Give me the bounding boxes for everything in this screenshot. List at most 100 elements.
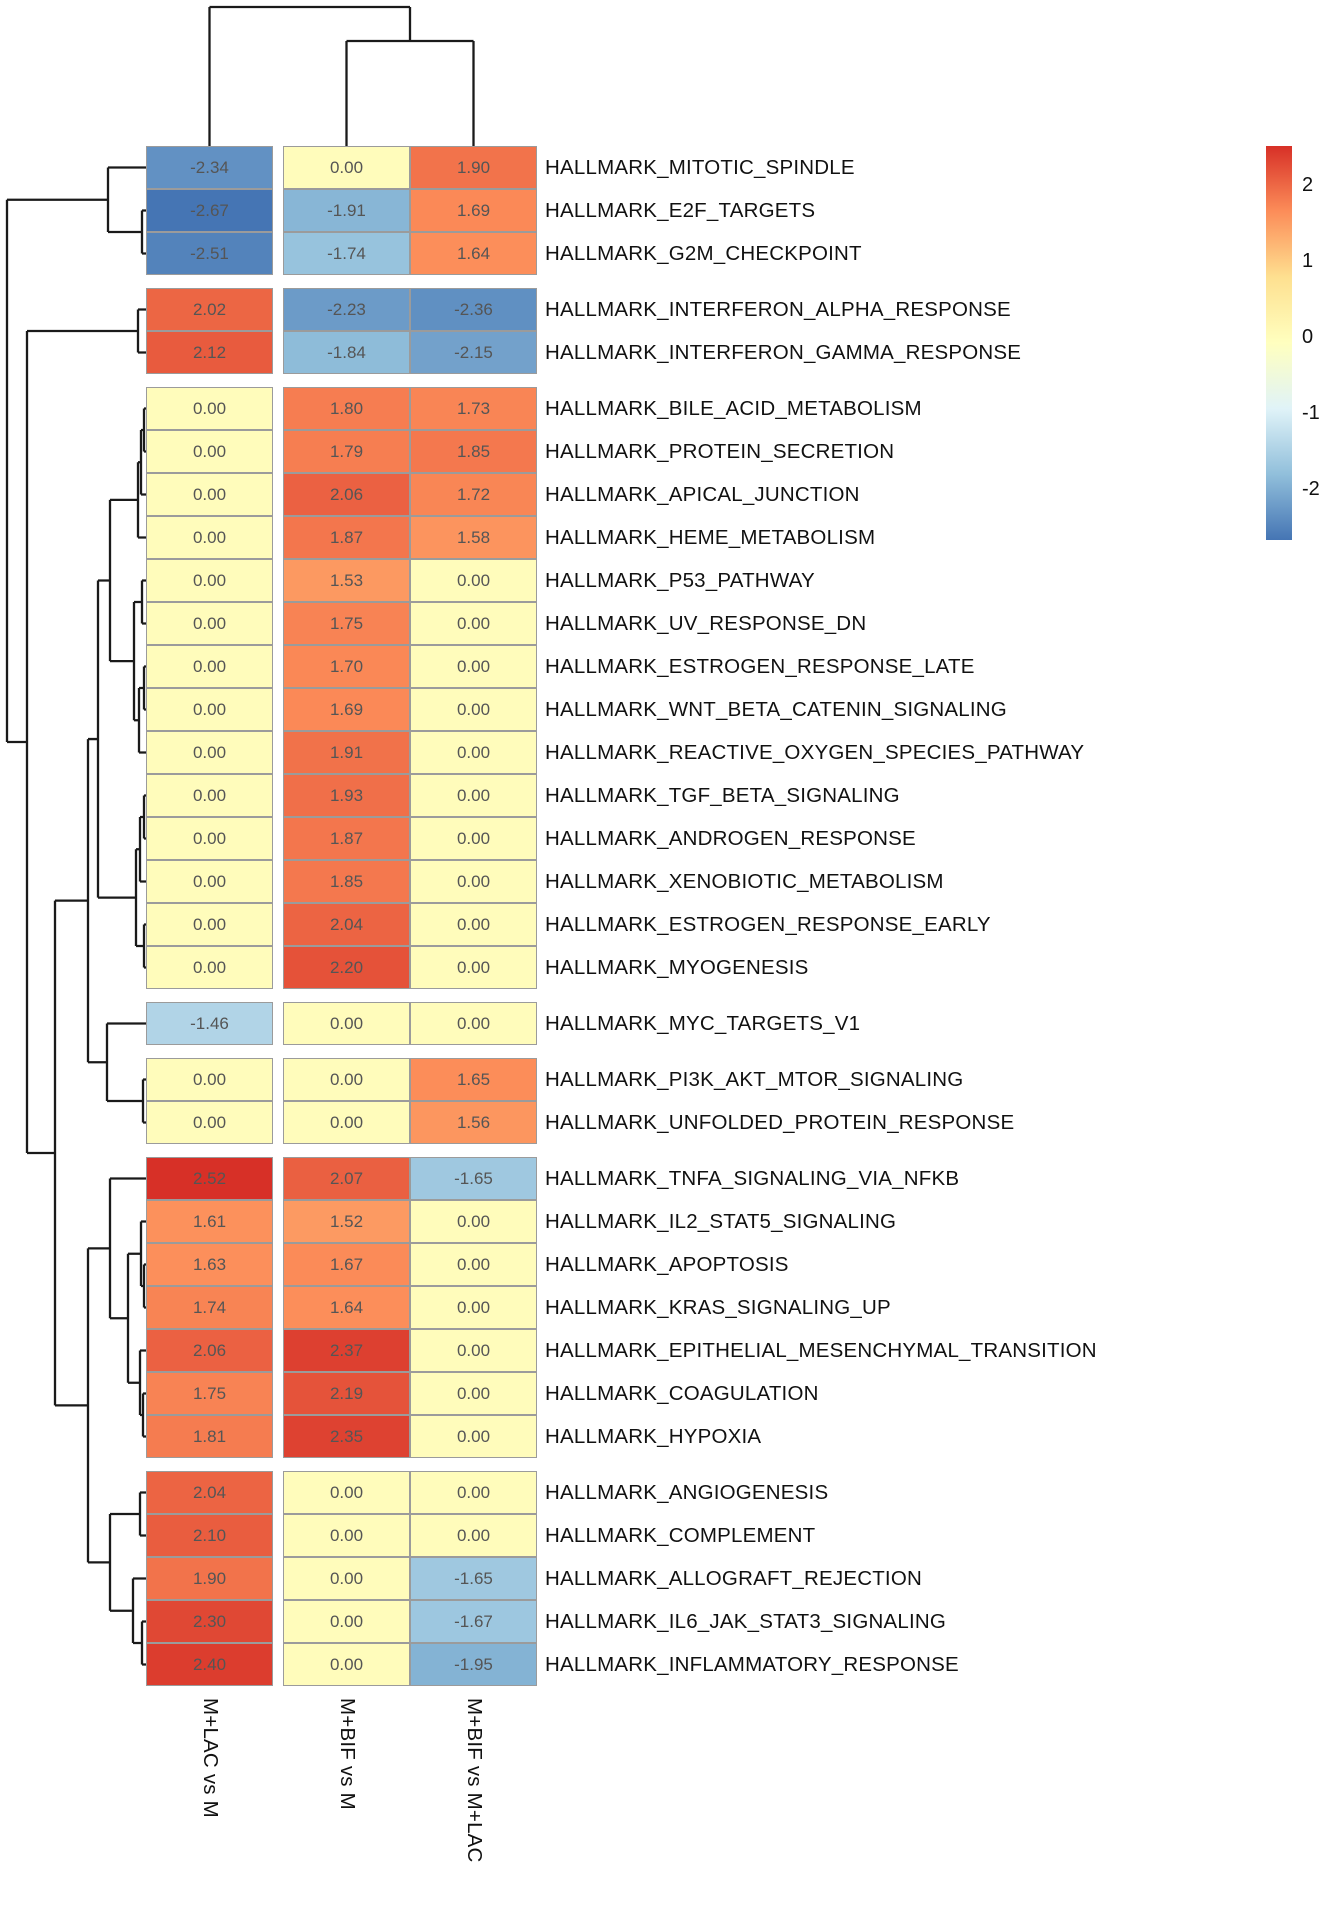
heatmap-cell: 2.52 bbox=[146, 1157, 273, 1200]
row-label: HALLMARK_IL6_JAK_STAT3_SIGNALING bbox=[545, 1609, 946, 1633]
heatmap-cell: 2.37 bbox=[283, 1329, 410, 1372]
heatmap-cell: 0.00 bbox=[410, 1002, 537, 1045]
row-label: HALLMARK_HEME_METABOLISM bbox=[545, 525, 876, 549]
heatmap-cell: 0.00 bbox=[146, 860, 273, 903]
legend-tick-label: -2 bbox=[1302, 478, 1320, 501]
column-label: M+BIF vs M+LAC bbox=[462, 1698, 486, 1863]
heatmap-cell: -2.67 bbox=[146, 189, 273, 232]
heatmap-cell: 0.00 bbox=[410, 559, 537, 602]
heatmap-cell: -1.65 bbox=[410, 1157, 537, 1200]
row-label: HALLMARK_MYC_TARGETS_V1 bbox=[545, 1011, 861, 1035]
heatmap-cell: 0.00 bbox=[146, 516, 273, 559]
heatmap-cell: 1.74 bbox=[146, 1286, 273, 1329]
row-label: HALLMARK_P53_PATHWAY bbox=[545, 568, 815, 592]
heatmap-cell: 1.56 bbox=[410, 1101, 537, 1144]
heatmap-cell: 0.00 bbox=[146, 473, 273, 516]
heatmap-cell: 1.87 bbox=[283, 817, 410, 860]
heatmap-cell: 0.00 bbox=[283, 1600, 410, 1643]
heatmap-cell: 0.00 bbox=[283, 1471, 410, 1514]
heatmap-cell: 0.00 bbox=[410, 1329, 537, 1372]
row-label: HALLMARK_UNFOLDED_PROTEIN_RESPONSE bbox=[545, 1110, 1015, 1134]
row-label: HALLMARK_ALLOGRAFT_REJECTION bbox=[545, 1566, 922, 1590]
heatmap-cell: 2.10 bbox=[146, 1514, 273, 1557]
row-label: HALLMARK_XENOBIOTIC_METABOLISM bbox=[545, 869, 944, 893]
heatmap-cell: 1.73 bbox=[410, 387, 537, 430]
heatmap-cell: 0.00 bbox=[146, 387, 273, 430]
row-label: HALLMARK_PROTEIN_SECRETION bbox=[545, 439, 895, 463]
heatmap-cell: 1.79 bbox=[283, 430, 410, 473]
heatmap-cell: -1.91 bbox=[283, 189, 410, 232]
heatmap-cell: -1.65 bbox=[410, 1557, 537, 1600]
row-label: HALLMARK_TNFA_SIGNALING_VIA_NFKB bbox=[545, 1166, 960, 1190]
heatmap-cell: 0.00 bbox=[146, 817, 273, 860]
legend-tick-label: -1 bbox=[1302, 402, 1320, 425]
row-label: HALLMARK_APOPTOSIS bbox=[545, 1252, 789, 1276]
heatmap-cell: 0.00 bbox=[283, 1058, 410, 1101]
heatmap-cell: 0.00 bbox=[410, 1415, 537, 1458]
heatmap-cell: -1.84 bbox=[283, 331, 410, 374]
heatmap-cell: 2.04 bbox=[283, 903, 410, 946]
heatmap-cell: 0.00 bbox=[283, 1101, 410, 1144]
heatmap-cell: 1.85 bbox=[410, 430, 537, 473]
row-label: HALLMARK_UV_RESPONSE_DN bbox=[545, 611, 867, 635]
heatmap-cell: 0.00 bbox=[146, 645, 273, 688]
heatmap-cell: 1.81 bbox=[146, 1415, 273, 1458]
heatmap-cell: 1.91 bbox=[283, 731, 410, 774]
legend-tick-label: 2 bbox=[1302, 174, 1314, 197]
column-label: M+LAC vs M bbox=[198, 1698, 222, 1818]
heatmap-cell: 0.00 bbox=[146, 602, 273, 645]
row-label: HALLMARK_PI3K_AKT_MTOR_SIGNALING bbox=[545, 1067, 964, 1091]
heatmap-cell: 1.90 bbox=[410, 146, 537, 189]
row-label: HALLMARK_EPITHELIAL_MESENCHYMAL_TRANSITI… bbox=[545, 1338, 1097, 1362]
row-label: HALLMARK_IL2_STAT5_SIGNALING bbox=[545, 1209, 897, 1233]
row-label: HALLMARK_KRAS_SIGNALING_UP bbox=[545, 1295, 891, 1319]
heatmap-cell: 2.19 bbox=[283, 1372, 410, 1415]
heatmap-cell: 0.00 bbox=[146, 903, 273, 946]
heatmap-cell: 2.40 bbox=[146, 1643, 273, 1686]
legend-tick-label: 0 bbox=[1302, 326, 1314, 349]
heatmap-cell: 1.70 bbox=[283, 645, 410, 688]
heatmap-cell: -2.23 bbox=[283, 288, 410, 331]
heatmap-cell: 1.93 bbox=[283, 774, 410, 817]
row-label: HALLMARK_WNT_BETA_CATENIN_SIGNALING bbox=[545, 697, 1007, 721]
row-label: HALLMARK_E2F_TARGETS bbox=[545, 198, 816, 222]
heatmap-cell: 0.00 bbox=[410, 645, 537, 688]
heatmap-cell: 0.00 bbox=[283, 1643, 410, 1686]
heatmap-cell: 0.00 bbox=[410, 1286, 537, 1329]
heatmap-cell: 1.58 bbox=[410, 516, 537, 559]
heatmap-cell: 1.72 bbox=[410, 473, 537, 516]
heatmap-cell: 1.69 bbox=[410, 189, 537, 232]
heatmap-cell: 2.07 bbox=[283, 1157, 410, 1200]
heatmap-cell: 1.52 bbox=[283, 1200, 410, 1243]
heatmap-cell: -2.34 bbox=[146, 146, 273, 189]
heatmap-cell: 1.75 bbox=[283, 602, 410, 645]
heatmap-cell: 0.00 bbox=[146, 1058, 273, 1101]
heatmap-cell: -1.95 bbox=[410, 1643, 537, 1686]
heatmap-cell: 1.64 bbox=[283, 1286, 410, 1329]
heatmap-cell: 2.06 bbox=[146, 1329, 273, 1372]
row-label: HALLMARK_TGF_BETA_SIGNALING bbox=[545, 783, 900, 807]
heatmap-cell: 0.00 bbox=[146, 559, 273, 602]
heatmap-cell: 0.00 bbox=[410, 946, 537, 989]
heatmap-cell: -2.15 bbox=[410, 331, 537, 374]
column-label: M+BIF vs M bbox=[335, 1698, 359, 1810]
heatmap-cell: 2.35 bbox=[283, 1415, 410, 1458]
heatmap-cell: 1.67 bbox=[283, 1243, 410, 1286]
heatmap-cell: 0.00 bbox=[283, 1002, 410, 1045]
heatmap-cell: 0.00 bbox=[283, 1557, 410, 1600]
heatmap-cell: 1.64 bbox=[410, 232, 537, 275]
heatmap-cell: 1.87 bbox=[283, 516, 410, 559]
heatmap-cell: 2.30 bbox=[146, 1600, 273, 1643]
dendrogram-lines bbox=[5, 5, 475, 1666]
row-label: HALLMARK_COAGULATION bbox=[545, 1381, 819, 1405]
heatmap-cell: 1.65 bbox=[410, 1058, 537, 1101]
row-label: HALLMARK_BILE_ACID_METABOLISM bbox=[545, 396, 922, 420]
heatmap-cell: 0.00 bbox=[146, 731, 273, 774]
legend-gradient-bar bbox=[1266, 146, 1292, 540]
heatmap-cell: 0.00 bbox=[146, 1101, 273, 1144]
heatmap-cell: 1.63 bbox=[146, 1243, 273, 1286]
row-label: HALLMARK_INFLAMMATORY_RESPONSE bbox=[545, 1652, 959, 1676]
legend-tick-label: 1 bbox=[1302, 250, 1314, 273]
